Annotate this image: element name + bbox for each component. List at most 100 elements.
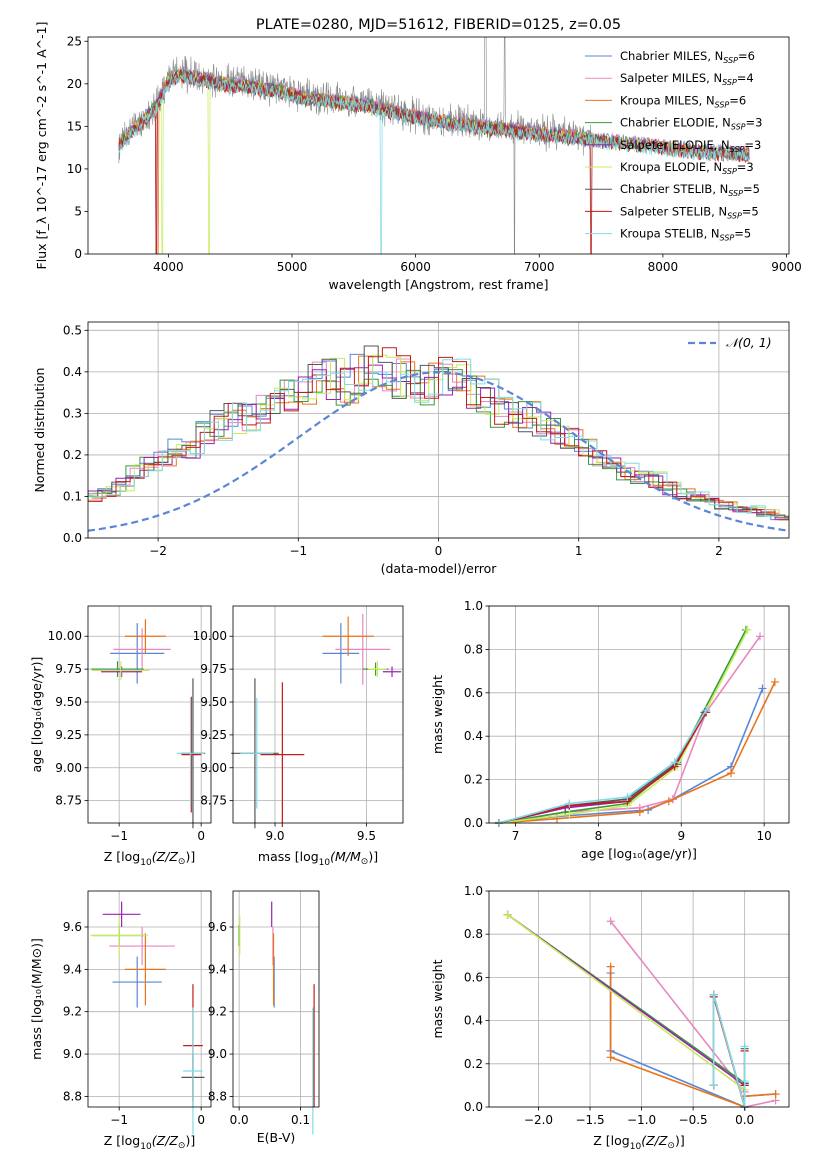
y-tick-label: 9.2: [208, 1005, 227, 1019]
data-point-marker: [565, 799, 574, 808]
legend-label-tail: =3: [744, 138, 761, 152]
series-line: [712, 994, 746, 1108]
axes-frame: [488, 890, 790, 1108]
y-axis-label: mass weight: [430, 959, 445, 1038]
y-tick-label: 9.6: [208, 920, 227, 934]
errorbar-kroupa-miles: [124, 619, 166, 654]
y-tick-label: 9.00: [55, 761, 82, 775]
ticks-age_vs_Z: −1 0 8.75 9.00 9.25 9.50 9.75 10.00 Z [log10(Z/Z…: [29, 629, 205, 868]
x-axis-label: Z [log10(Z/Z⊙)]: [593, 1133, 684, 1152]
x-axis-label: Z [log10(Z/Z⊙)]: [104, 1133, 195, 1152]
axes-mass_vs_Z: [84, 890, 212, 1111]
data-point-marker: [743, 625, 752, 634]
legend-label-main: Kroupa ELODIE, N: [620, 160, 722, 174]
legend-label-main: Salpeter ELODIE, N: [620, 138, 730, 152]
x-axis-label-tail: (Z/Z: [641, 1133, 668, 1148]
histogram-chabrier-miles: [88, 353, 789, 521]
errorbar-chabrier-miles: [322, 623, 360, 684]
y-tick-label: 0: [74, 247, 82, 261]
x-tick-label: 7: [512, 829, 520, 843]
x-axis-label-end: )]: [185, 849, 195, 864]
x-tick-label: −1.0: [627, 1113, 656, 1127]
errorbar-salpeter-elodie: [101, 666, 143, 678]
x-tick-label: −1: [289, 544, 307, 558]
x-tick-label: 10: [756, 829, 771, 843]
ticks-mass_vs_Z: −1 0 8.8 9.0 9.2 9.4 9.6 Z [log10(Z/Z⊙)] mass [l…: [29, 920, 205, 1152]
data-point-marker: [709, 990, 718, 999]
legend-label-main: Salpeter STELIB, N: [620, 204, 727, 218]
x-axis-label-sun: ⊙: [178, 857, 186, 867]
errorbar-kroupa-stelib: [240, 698, 274, 809]
legend-label-sub: SSP: [727, 211, 742, 220]
errorbar-kroupa-elodie: [368, 661, 387, 678]
legend-entry: Salpeter ELODIE, NSSP=3: [620, 138, 761, 154]
series-line: [507, 914, 746, 1107]
x-axis-label-tail: (M/M: [330, 849, 361, 864]
data-point-marker: [606, 917, 615, 926]
y-tick-label: 20: [67, 77, 82, 91]
x-tick-label: 0: [435, 544, 443, 558]
data-point-marker: [740, 1077, 749, 1086]
x-tick-label: 9.5: [357, 829, 376, 843]
x-tick-label: 7000: [524, 260, 555, 274]
histogram-kroupa-miles: [88, 355, 789, 521]
ticks-mass_vs_ebv: 0.0 0.1 8.8 9.0 9.2 9.4 9.6 E(B-V): [208, 920, 310, 1145]
x-tick-label: 1: [575, 544, 583, 558]
y-tick-label: 0.4: [464, 729, 483, 743]
x-axis-label-main: Z [log: [104, 1133, 140, 1148]
x-tick-label: 5000: [277, 260, 308, 274]
x-axis-label-tail: (Z/Z: [152, 849, 179, 864]
y-tick-label: 5: [74, 204, 82, 218]
x-axis-label: wavelength [Angstrom, rest frame]: [328, 277, 548, 292]
spectrum-lines: [118, 37, 750, 254]
y-tick-label: 9.6: [63, 920, 82, 934]
data-point-marker: [770, 677, 779, 686]
series-line: [498, 681, 776, 824]
y-axis-label: Flux [f_λ 10^-17 erg cm^-2 s^-1 A^-1]: [34, 22, 49, 270]
data-point-marker: [623, 792, 632, 801]
series-line: [507, 914, 746, 1107]
y-tick-label: 8.75: [200, 794, 227, 808]
series-line: [498, 629, 749, 824]
legend-entry: Salpeter MILES, NSSP=4: [620, 71, 754, 87]
data-point-marker: [755, 632, 764, 641]
y-tick-label: 0.2: [464, 1057, 483, 1071]
x-tick-label: 0.0: [230, 1113, 249, 1127]
y-tick-label: 9.2: [63, 1005, 82, 1019]
axes-mass_weight_vs_Z: [485, 890, 790, 1111]
legend-entry: Chabrier ELODIE, NSSP=3: [620, 116, 762, 132]
y-tick-label: 9.0: [63, 1047, 82, 1061]
axes-frame: [87, 605, 212, 824]
errorbars-age_vs_mass: [231, 613, 402, 829]
x-tick-label: 8000: [648, 260, 679, 274]
x-tick-label: −1: [110, 829, 128, 843]
errorbar-kroupa-stelib: [176, 698, 205, 809]
y-axis-label: age [log₁₀(age/yr)]: [29, 657, 44, 773]
x-tick-label: 2: [715, 544, 723, 558]
y-tick-label: 0.3: [63, 406, 82, 420]
data-point-marker: [702, 706, 711, 715]
series-line: [498, 629, 747, 824]
legend-normal: 𝒩(0, 1): [688, 335, 772, 350]
series-kroupa-miles: [494, 677, 779, 827]
model-spectrum-kroupa-stelib: [118, 71, 750, 254]
y-tick-label: 0.2: [63, 448, 82, 462]
errorbar-kroupa-elodie: [90, 916, 148, 955]
errorbar-salpeter-stelib: [260, 682, 305, 827]
legend-label-main: Chabrier ELODIE, N: [620, 116, 731, 130]
x-axis-label: age [log₁₀(age/yr)]: [581, 846, 697, 861]
legend-label-sub: SSP: [731, 123, 746, 132]
data-point-marker: [709, 1081, 718, 1090]
errorbar-salpeter-miles: [109, 927, 175, 966]
y-axis-label: mass weight: [430, 675, 445, 754]
legend-label-tail: =5: [743, 182, 760, 196]
legend-label-sub: SSP: [730, 145, 745, 154]
y-tick-label: 10: [67, 162, 82, 176]
y-tick-label: 8.8: [63, 1089, 82, 1103]
histogram-salpeter-elodie: [88, 364, 789, 520]
y-tick-label: 9.75: [55, 662, 82, 676]
errorbar-chabrier-miles: [110, 623, 165, 684]
legend-label-tail: =6: [729, 93, 746, 107]
x-axis-label-sub: 10: [630, 1142, 642, 1152]
